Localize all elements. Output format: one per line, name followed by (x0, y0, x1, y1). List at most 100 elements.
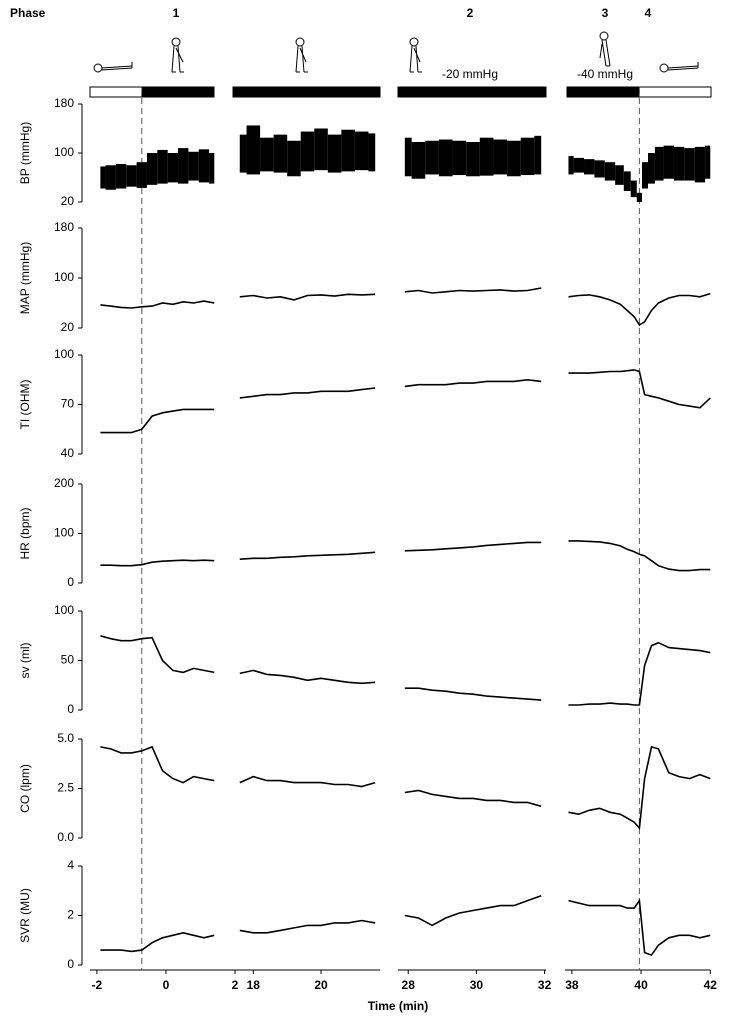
pressure-range (479, 137, 494, 176)
data-line (404, 287, 542, 294)
data-line (404, 541, 542, 552)
pressure-range (260, 137, 274, 172)
pressure-range (188, 151, 199, 181)
y-axis-title: BP (mmHg) (18, 122, 32, 184)
y-axis-title: TI (OHM) (18, 380, 32, 430)
pressure-range (594, 160, 605, 178)
y-tick-label: 2.5 (57, 781, 74, 795)
y-axis-title: MAP (mmHg) (18, 242, 32, 314)
y-tick-label: 5.0 (57, 731, 74, 745)
y-tick-label: 2 (67, 908, 74, 922)
y-tick-label: 20 (61, 194, 75, 208)
pressure-range (300, 131, 315, 172)
data-line (404, 789, 542, 808)
data-line (404, 894, 542, 927)
pressure-range (630, 180, 637, 198)
pressure-range (167, 153, 179, 183)
pressure-range (136, 162, 147, 188)
pressure-range (534, 135, 542, 175)
pressure-range (209, 153, 215, 184)
annotation: -20 mmHg (442, 67, 498, 81)
pressure-range (314, 128, 328, 171)
y-tick-label: 180 (54, 96, 74, 110)
data-line (239, 669, 376, 685)
data-line (568, 641, 711, 706)
x-tick-label: 20 (314, 978, 328, 992)
data-line (100, 300, 215, 309)
data-line (404, 378, 542, 388)
pressure-range (327, 134, 342, 173)
y-tick-label: 100 (54, 145, 74, 159)
y-axis-title: CO (lpm) (18, 764, 32, 813)
data-line (100, 408, 215, 434)
y-tick-label: 70 (61, 397, 75, 411)
pressure-range (157, 149, 168, 184)
supine-icon (659, 62, 699, 73)
supine-icon (93, 62, 133, 73)
phase-bar (566, 86, 640, 98)
phase-bar (141, 86, 215, 98)
pressure-range (273, 134, 288, 173)
standing-icon (409, 37, 422, 73)
x-tick-label: 2 (232, 978, 239, 992)
annotation: -40 mmHg (577, 67, 633, 81)
y-tick-label: 50 (61, 653, 75, 667)
data-line (568, 540, 711, 572)
data-line (239, 551, 376, 560)
y-axis-title: HR (bpm) (18, 507, 32, 559)
data-line (239, 293, 376, 301)
pressure-range (404, 137, 412, 177)
x-tick-label: 42 (704, 978, 718, 992)
data-line (404, 687, 542, 701)
pressure-range (354, 131, 369, 171)
pressure-range (115, 164, 127, 189)
y-tick-label: 0 (67, 702, 74, 716)
pressure-range (239, 134, 247, 173)
y-tick-label: 20 (61, 320, 75, 334)
pressure-range (198, 149, 210, 183)
pressure-range (126, 165, 137, 187)
data-line (100, 745, 215, 784)
y-tick-label: 100 (54, 347, 74, 361)
pressure-range (425, 140, 439, 175)
phase-bar (232, 86, 381, 98)
data-line (568, 369, 711, 409)
pressure-range (493, 139, 508, 175)
pressure-range (568, 156, 574, 175)
phase-number: 3 (602, 6, 609, 20)
pressure-range (287, 140, 301, 177)
data-line (568, 292, 711, 326)
data-line (568, 898, 711, 957)
y-axis-title: sv (ml) (18, 643, 32, 679)
phase-bar (89, 86, 143, 98)
pressure-range (452, 140, 467, 176)
data-line (100, 559, 215, 567)
pressure-range (246, 125, 261, 175)
data-line (239, 775, 376, 788)
phase-bar (638, 86, 712, 98)
standing-icon (295, 37, 308, 73)
data-line (239, 919, 376, 934)
phase-number: 1 (173, 6, 180, 20)
data-line (239, 387, 376, 399)
pressure-range (573, 157, 585, 173)
pressure-range (146, 153, 158, 185)
x-tick-label: 18 (247, 978, 261, 992)
pressure-range (507, 140, 521, 177)
y-tick-label: 0 (67, 957, 74, 971)
data-line (100, 931, 215, 953)
pressure-range (105, 165, 116, 190)
pressure-range (641, 162, 649, 189)
x-tick-label: -2 (92, 978, 103, 992)
phase-label: Phase (10, 6, 46, 20)
y-tick-label: 180 (54, 220, 74, 234)
x-tick-label: 40 (634, 978, 648, 992)
pressure-range (615, 165, 624, 185)
y-tick-label: 100 (54, 526, 74, 540)
y-tick-label: 4 (67, 858, 74, 872)
y-tick-label: 0.0 (57, 830, 74, 844)
y-tick-label: 100 (54, 603, 74, 617)
pressure-range (341, 129, 355, 172)
phase-number: 2 (467, 6, 474, 20)
